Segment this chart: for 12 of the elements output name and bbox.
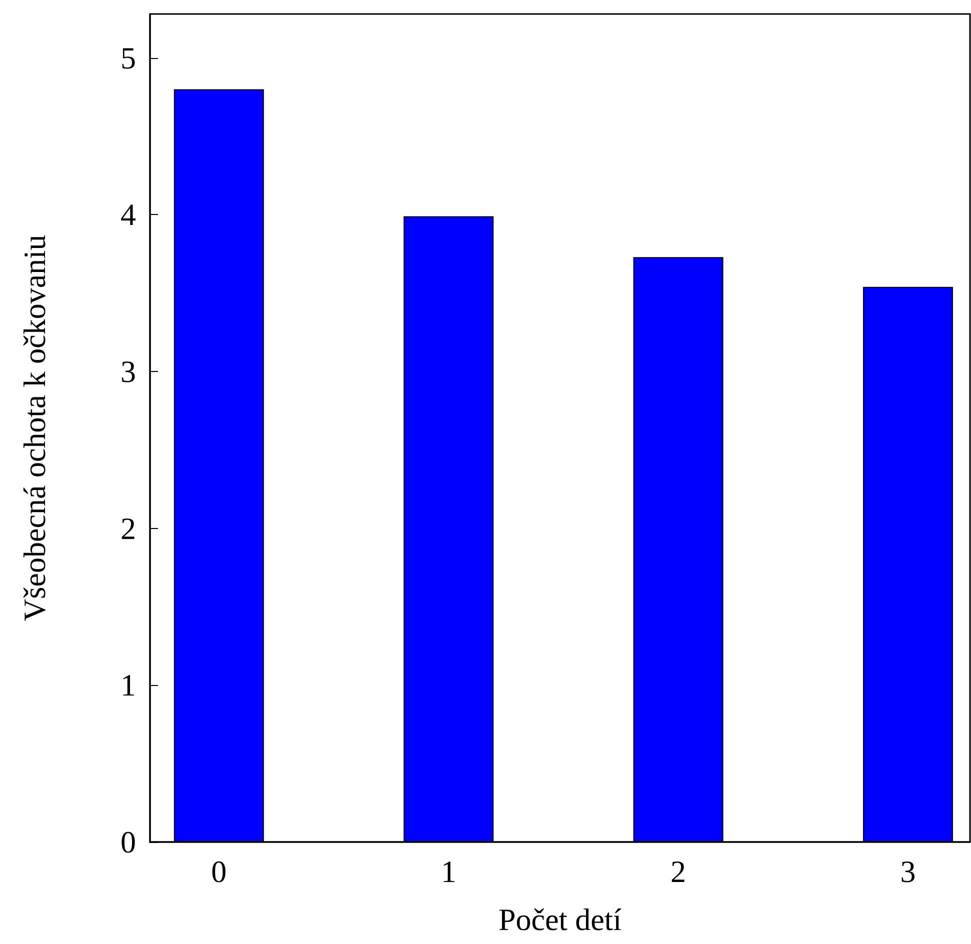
y-tick-label: 4 — [120, 197, 136, 232]
x-tick-label: 1 — [440, 854, 456, 889]
y-tick-label: 5 — [120, 40, 136, 76]
x-tick-label: 0 — [211, 854, 227, 889]
x-tick-label: 2 — [670, 854, 686, 889]
y-tick-label: 2 — [120, 510, 136, 546]
y-tick-label: 0 — [120, 824, 136, 860]
y-axis-title: Všeobecná ochota k očkovaniu — [17, 234, 52, 622]
x-axis-title: Počet detí — [498, 902, 622, 937]
y-tick-label: 1 — [120, 668, 136, 703]
y-tick-label: 3 — [120, 354, 136, 390]
x-tick-label: 3 — [900, 854, 916, 889]
